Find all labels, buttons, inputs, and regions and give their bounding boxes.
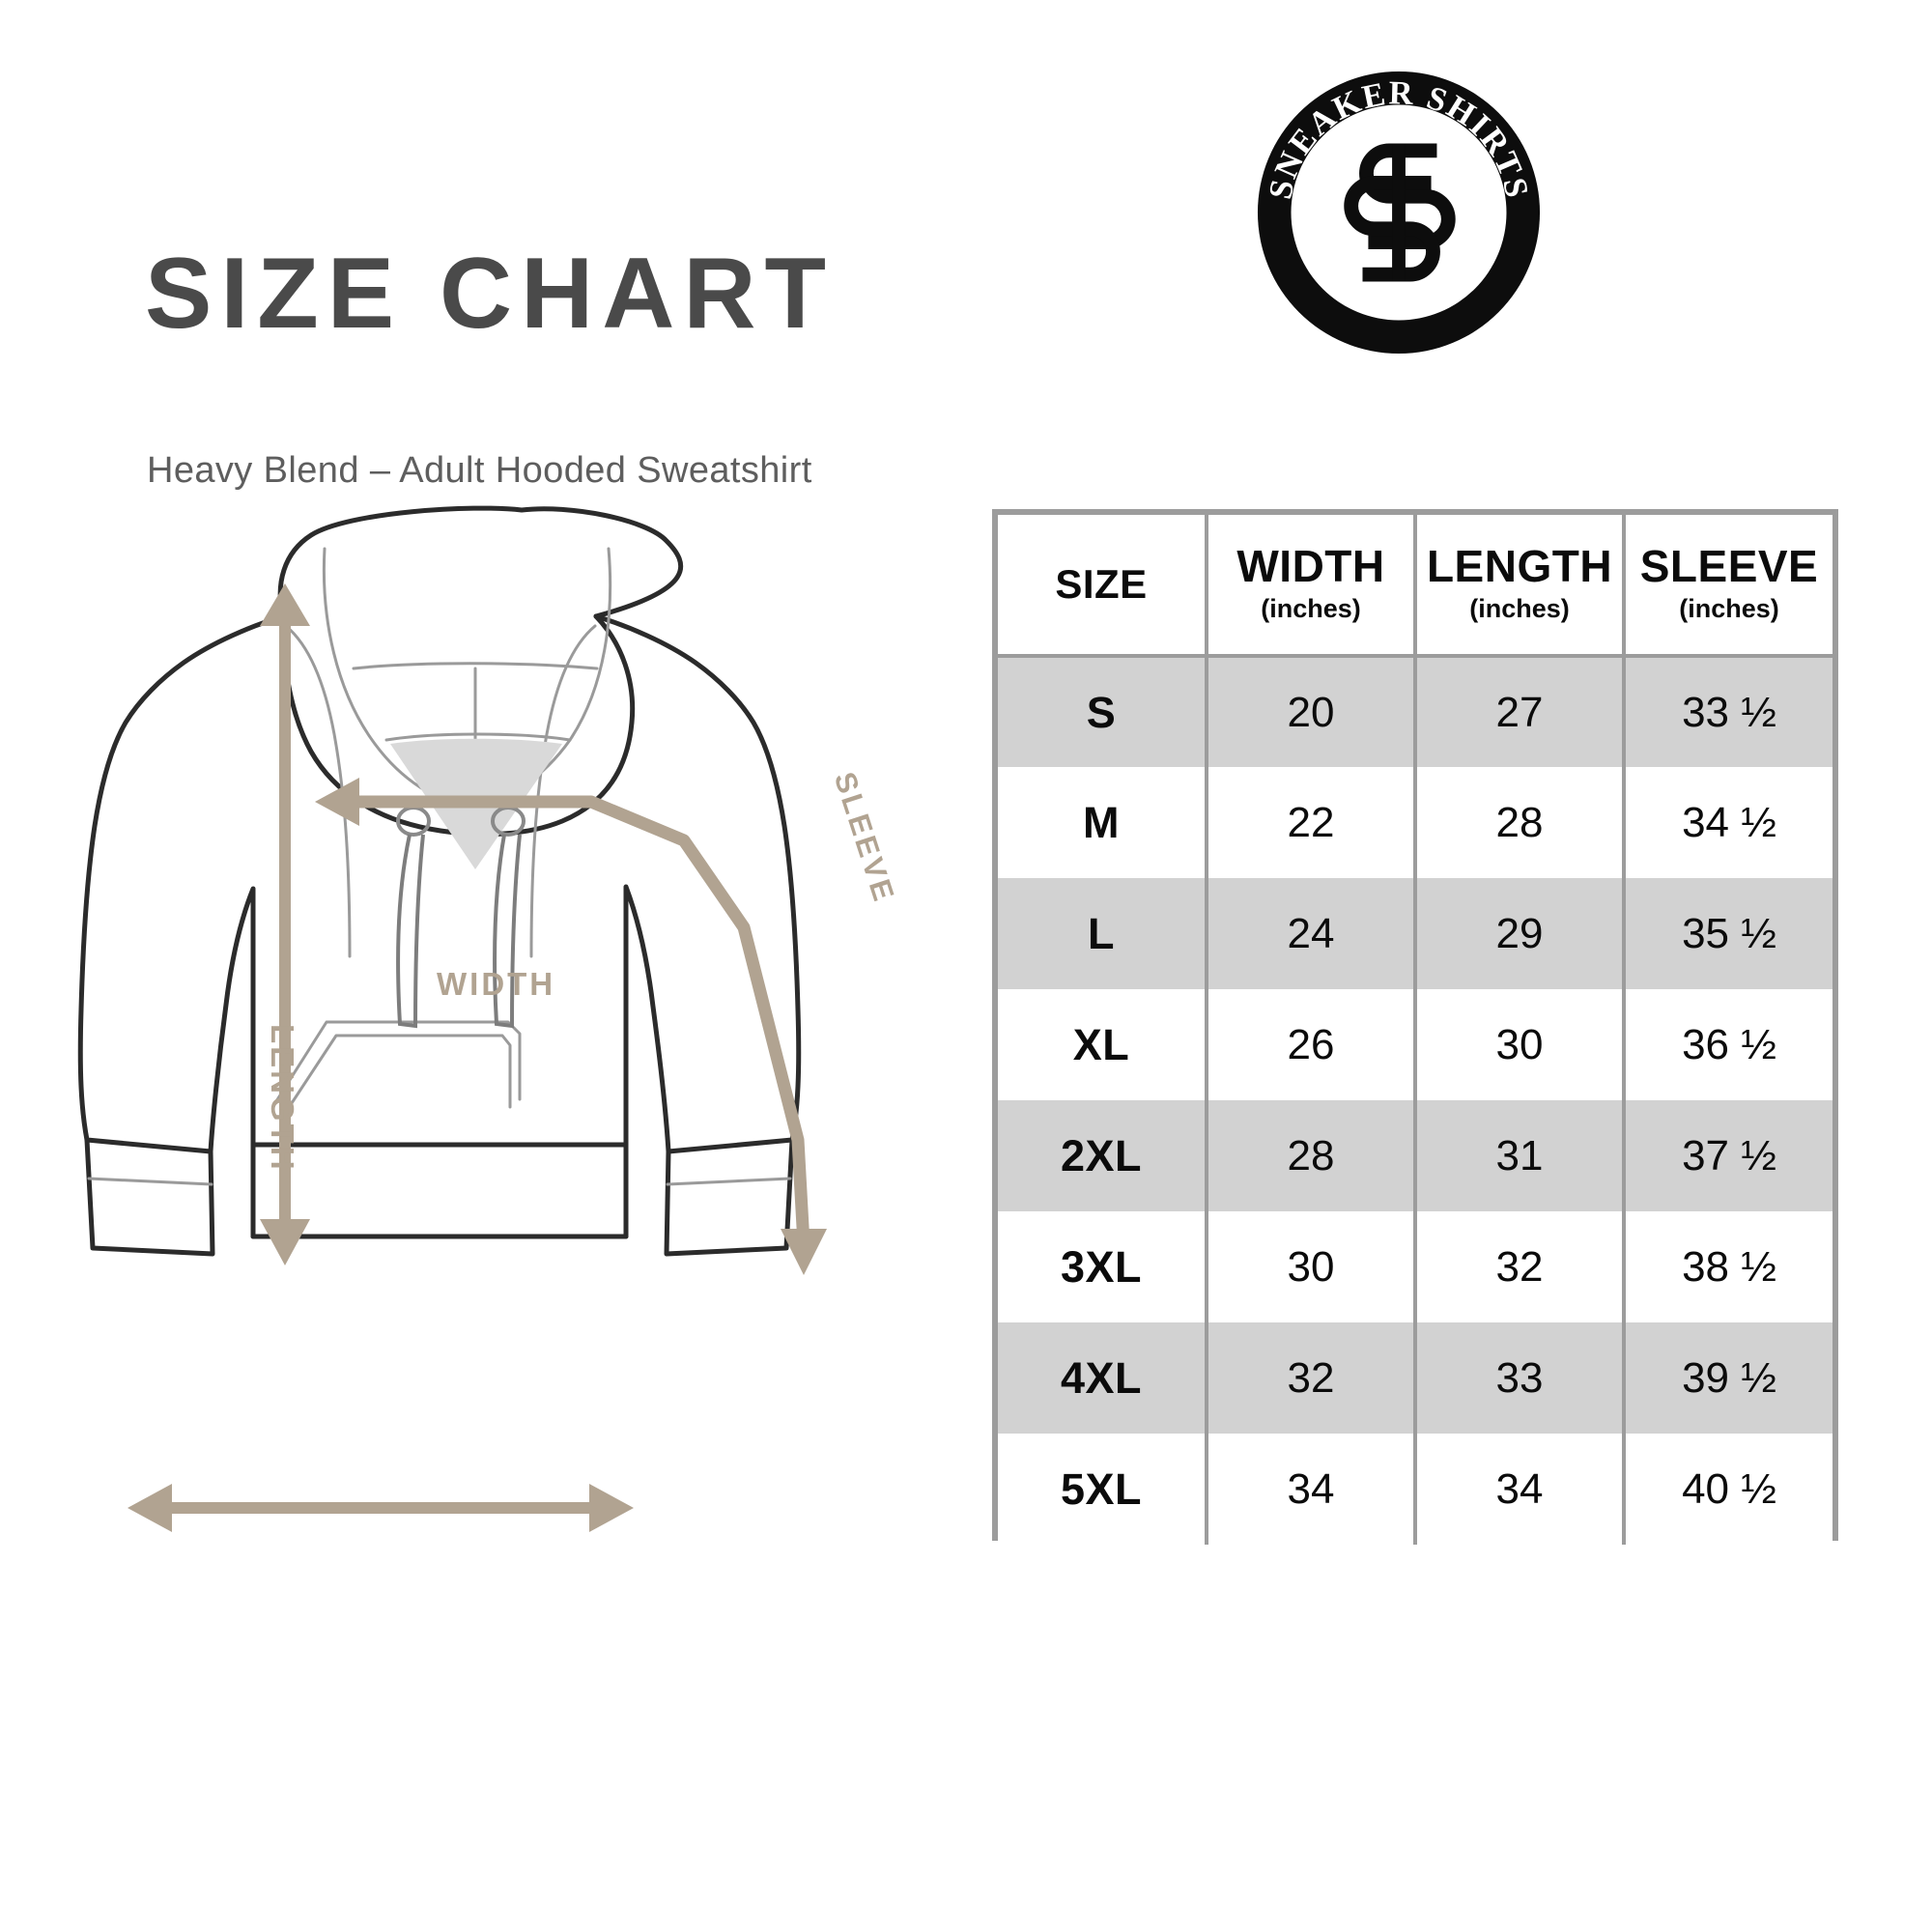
- table-row: XL 26 30 36 ½: [998, 989, 1833, 1100]
- cell-size: XL: [998, 989, 1208, 1100]
- cell-sleeve: 34 ½: [1682, 798, 1776, 846]
- width-arrow: [128, 1484, 634, 1532]
- cell-length: 31: [1415, 1100, 1626, 1211]
- cell-sleeve: 40 ½: [1682, 1464, 1776, 1513]
- hoodie-left-cuff-seam: [87, 1177, 213, 1186]
- header-label-sleeve: SLEEVE: [1639, 541, 1819, 592]
- width-measurement-label: WIDTH: [437, 966, 556, 1002]
- cell-sleeve: 35 ½: [1682, 909, 1776, 957]
- table-header-row: SIZE WIDTH (inches) LENGTH (inches) SLEE…: [998, 515, 1833, 658]
- cell-size: M: [998, 767, 1208, 878]
- table-row: S 20 27 33 ½: [998, 656, 1833, 767]
- hoodie-right-cuff: [664, 1137, 795, 1257]
- page-subtitle: Heavy Blend – Adult Hooded Sweatshirt: [147, 450, 812, 491]
- cell-sleeve: 36 ½: [1682, 1020, 1776, 1068]
- length-measurement-label: LENGTH: [265, 1024, 300, 1173]
- page-title: SIZE CHART: [145, 238, 835, 350]
- header-cell-size: SIZE: [998, 515, 1208, 658]
- cell-length: 30: [1415, 989, 1626, 1100]
- logo-ss-monogram: [1344, 143, 1456, 282]
- cell-width: 28: [1207, 1100, 1417, 1211]
- cell-width: 32: [1207, 1322, 1417, 1434]
- cell-size: S: [998, 656, 1208, 767]
- table-row: 3XL 30 32 38 ½: [998, 1211, 1833, 1322]
- header-unit-sleeve: (inches): [1679, 593, 1779, 623]
- table-row: 5XL 34 34 40 ½: [998, 1434, 1833, 1545]
- header-unit-width: (inches): [1261, 593, 1361, 623]
- cell-length: 27: [1415, 656, 1626, 767]
- cell-length: 34: [1415, 1434, 1626, 1545]
- cell-sleeve: 37 ½: [1682, 1131, 1776, 1179]
- header-cell-length: LENGTH (inches): [1415, 515, 1626, 658]
- cell-size: 2XL: [998, 1100, 1208, 1211]
- size-table-head: SIZE WIDTH (inches) LENGTH (inches) SLEE…: [998, 515, 1833, 658]
- cell-width: 30: [1207, 1211, 1417, 1322]
- table-row: M 22 28 34 ½: [998, 767, 1833, 878]
- cell-size: 4XL: [998, 1322, 1208, 1434]
- cell-width: 26: [1207, 989, 1417, 1100]
- cell-size: 5XL: [998, 1434, 1208, 1545]
- header-cell-sleeve: SLEEVE (inches): [1624, 515, 1833, 658]
- hoodie-right-shoulder-seam: [529, 624, 597, 958]
- cell-size: L: [998, 878, 1208, 989]
- header-label-length: LENGTH: [1426, 541, 1613, 592]
- cell-length: 28: [1415, 767, 1626, 878]
- cell-sleeve: 39 ½: [1682, 1353, 1776, 1402]
- hoodie-right-cuff-seam: [666, 1177, 792, 1186]
- cell-length: 29: [1415, 878, 1626, 989]
- hoodie-left-shoulder-seam: [284, 624, 352, 958]
- header-unit-length: (inches): [1469, 593, 1570, 623]
- cell-sleeve: 33 ½: [1682, 688, 1776, 736]
- hoodie-left-cuff: [84, 1137, 215, 1257]
- measurement-arrows: [128, 583, 827, 1532]
- hoodie-hood-outer: [277, 505, 684, 619]
- hoodie-neck-seam-lower: [384, 732, 572, 742]
- hoodie-body-outline: [77, 613, 802, 1154]
- size-table: SIZE WIDTH (inches) LENGTH (inches) SLEE…: [998, 515, 1833, 1545]
- cell-width: 34: [1207, 1434, 1417, 1545]
- cell-length: 33: [1415, 1322, 1626, 1434]
- brand-logo: SNEAKER SHIRTS OUTLET.COM: [1256, 70, 1542, 355]
- size-table-body: S 20 27 33 ½ M 22 28 34 ½ L 24 29 35 ½ XL 26 30 36 ½ 2XL…: [998, 656, 1833, 1545]
- cell-width: 20: [1207, 656, 1417, 767]
- cell-width: 22: [1207, 767, 1417, 878]
- cell-length: 32: [1415, 1211, 1626, 1322]
- hoodie-illustration: [68, 502, 966, 1546]
- hoodie-pocket-inner: [286, 1034, 512, 1111]
- header-cell-width: WIDTH (inches): [1207, 515, 1417, 658]
- table-row: 2XL 28 31 37 ½: [998, 1100, 1833, 1211]
- hoodie-drawstrings: [396, 806, 526, 1029]
- hoodie-hem-band: [250, 1142, 629, 1239]
- length-arrow: [260, 583, 310, 1265]
- table-row: 4XL 32 33 39 ½: [998, 1322, 1833, 1434]
- cell-sleeve: 38 ½: [1682, 1242, 1776, 1291]
- table-row: L 24 29 35 ½: [998, 878, 1833, 989]
- header-label-width: WIDTH: [1236, 541, 1385, 592]
- cell-width: 24: [1207, 878, 1417, 989]
- hoodie-pocket-outer: [274, 1020, 522, 1103]
- size-table-container: SIZE WIDTH (inches) LENGTH (inches) SLEE…: [992, 509, 1838, 1545]
- sleeve-arrow: [315, 778, 827, 1275]
- cell-size: 3XL: [998, 1211, 1208, 1322]
- header-label-size: SIZE: [1055, 560, 1148, 607]
